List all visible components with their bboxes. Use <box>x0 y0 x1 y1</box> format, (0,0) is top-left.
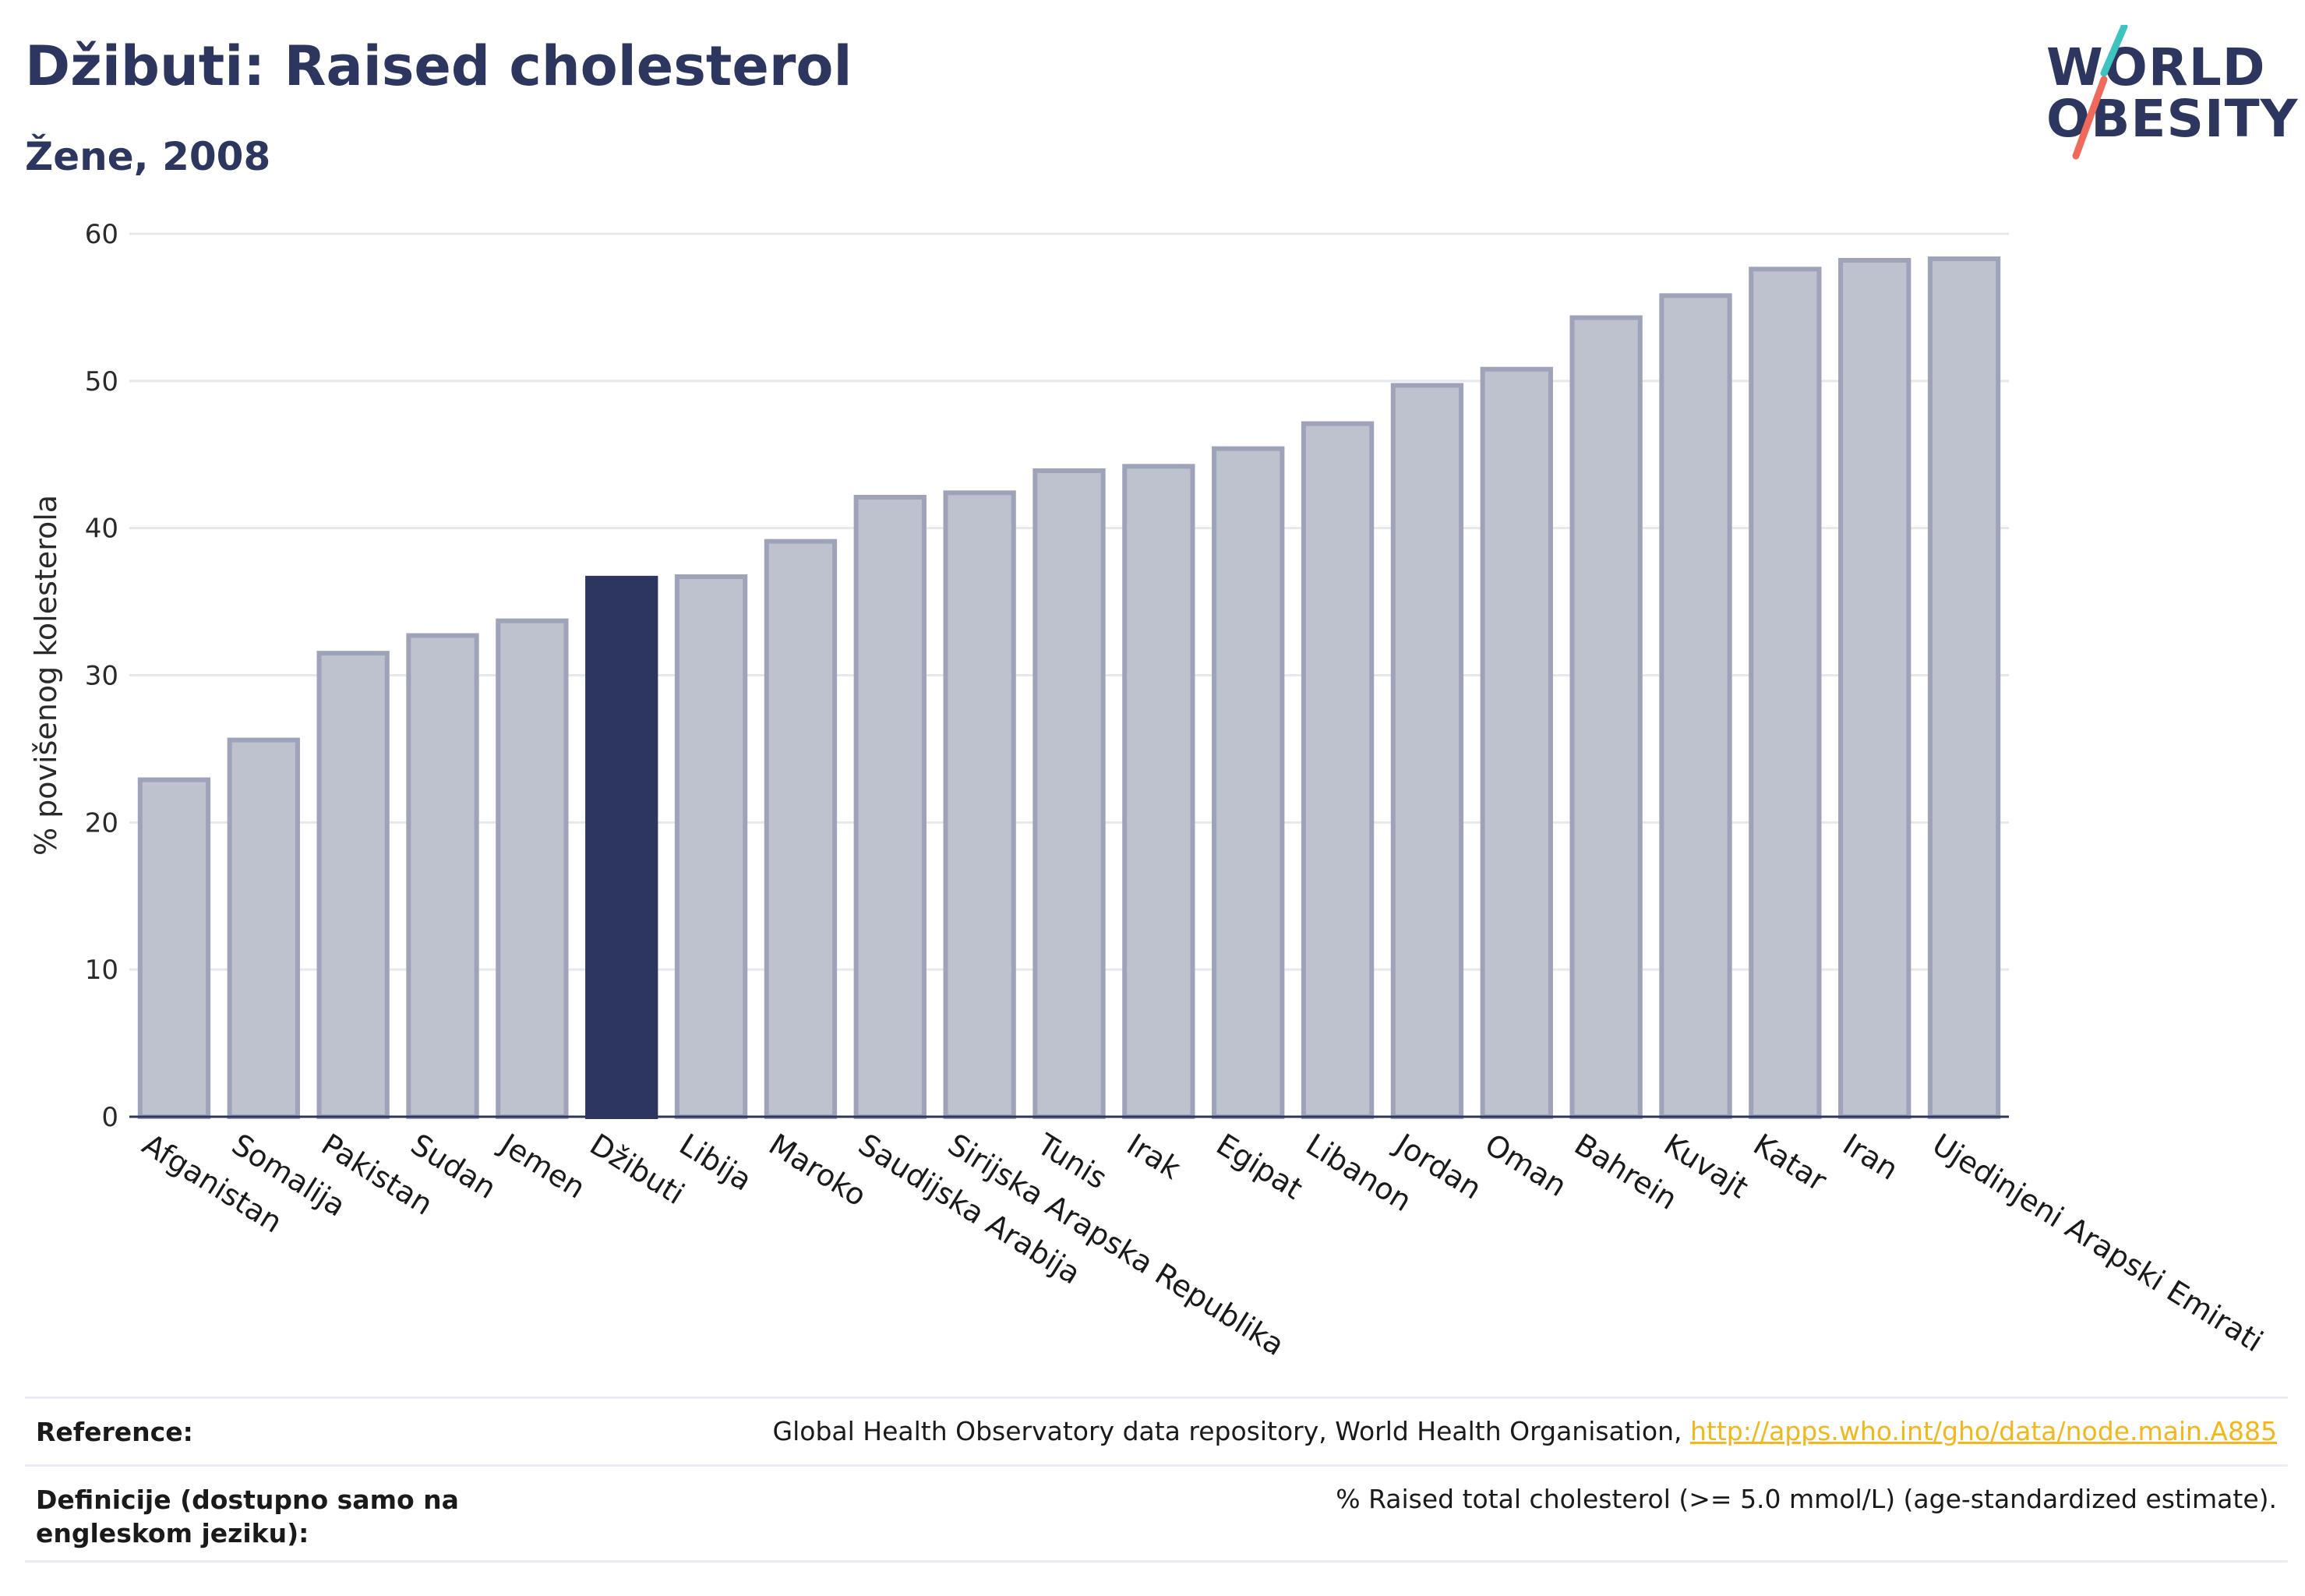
bar <box>1927 256 2001 1119</box>
bar <box>1659 293 1732 1119</box>
x-tick-label: Katar <box>1748 1127 1834 1198</box>
bar <box>943 490 1016 1119</box>
y-tick-label: 10 <box>85 955 118 986</box>
bar <box>1838 257 1911 1120</box>
x-tick-label: Ujedinjeni Arapski Emirati <box>1926 1127 2268 1358</box>
reference-row: Reference: Global Health Observatory dat… <box>25 1396 2288 1464</box>
bar <box>1032 468 1106 1119</box>
y-tick-label: 40 <box>85 514 118 545</box>
x-tick-label: Oman <box>1479 1127 1573 1203</box>
bar <box>1122 464 1195 1119</box>
y-tick-label: 20 <box>85 807 118 839</box>
bar <box>1749 267 1822 1120</box>
bar <box>406 633 479 1119</box>
bar <box>1390 383 1464 1119</box>
bar <box>227 737 300 1119</box>
bar <box>137 777 211 1119</box>
chart-title: Džibuti: Raised cholesterol <box>25 34 852 98</box>
bar <box>1480 366 1553 1119</box>
definition-row: Definicije (dostupno samo na engleskom j… <box>25 1464 2288 1562</box>
bar <box>1212 446 1285 1119</box>
bar-highlighted <box>585 575 658 1119</box>
reference-value: Global Health Observatory data repositor… <box>773 1416 2277 1446</box>
bar <box>674 574 748 1119</box>
reference-label: Reference: <box>36 1417 193 1447</box>
x-tick-label: Iran <box>1837 1127 1904 1187</box>
bar <box>764 538 838 1119</box>
bar <box>316 651 390 1119</box>
reference-text: Global Health Observatory data repositor… <box>772 1416 1690 1446</box>
reference-link[interactable]: http://apps.who.int/gho/data/node.main.A… <box>1689 1416 2277 1446</box>
footer-table: Reference: Global Health Observatory dat… <box>25 1396 2288 1562</box>
bar <box>1301 421 1375 1120</box>
definition-value: % Raised total cholesterol (>= 5.0 mmol/… <box>1336 1484 2277 1514</box>
world-obesity-logo: WORLD OBESITY <box>2042 25 2297 165</box>
logo-word-world: WORLD <box>2046 37 2266 97</box>
definition-label: Definicije (dostupno samo na engleskom j… <box>36 1485 459 1548</box>
x-tick-label: Irak <box>1121 1127 1187 1186</box>
bar <box>1569 315 1643 1119</box>
bar <box>853 495 927 1119</box>
bar <box>496 618 569 1119</box>
logo-slash-icon <box>2072 25 2128 160</box>
y-axis-title: % povišenog kolesterola <box>29 495 63 856</box>
chart-subtitle: Žene, 2008 <box>25 134 271 179</box>
x-tick-label: Džibuti <box>584 1127 690 1211</box>
y-tick-label: 30 <box>85 661 118 692</box>
x-tick-label: Maroko <box>763 1127 872 1213</box>
y-tick-label: 50 <box>85 366 118 397</box>
x-tick-label: Jemen <box>493 1126 591 1205</box>
y-tick-label: 60 <box>85 219 118 250</box>
x-tick-label: Egipat <box>1210 1127 1308 1206</box>
x-tick-label: Bahrein <box>1569 1127 1683 1216</box>
y-tick-label: 0 <box>101 1102 118 1133</box>
